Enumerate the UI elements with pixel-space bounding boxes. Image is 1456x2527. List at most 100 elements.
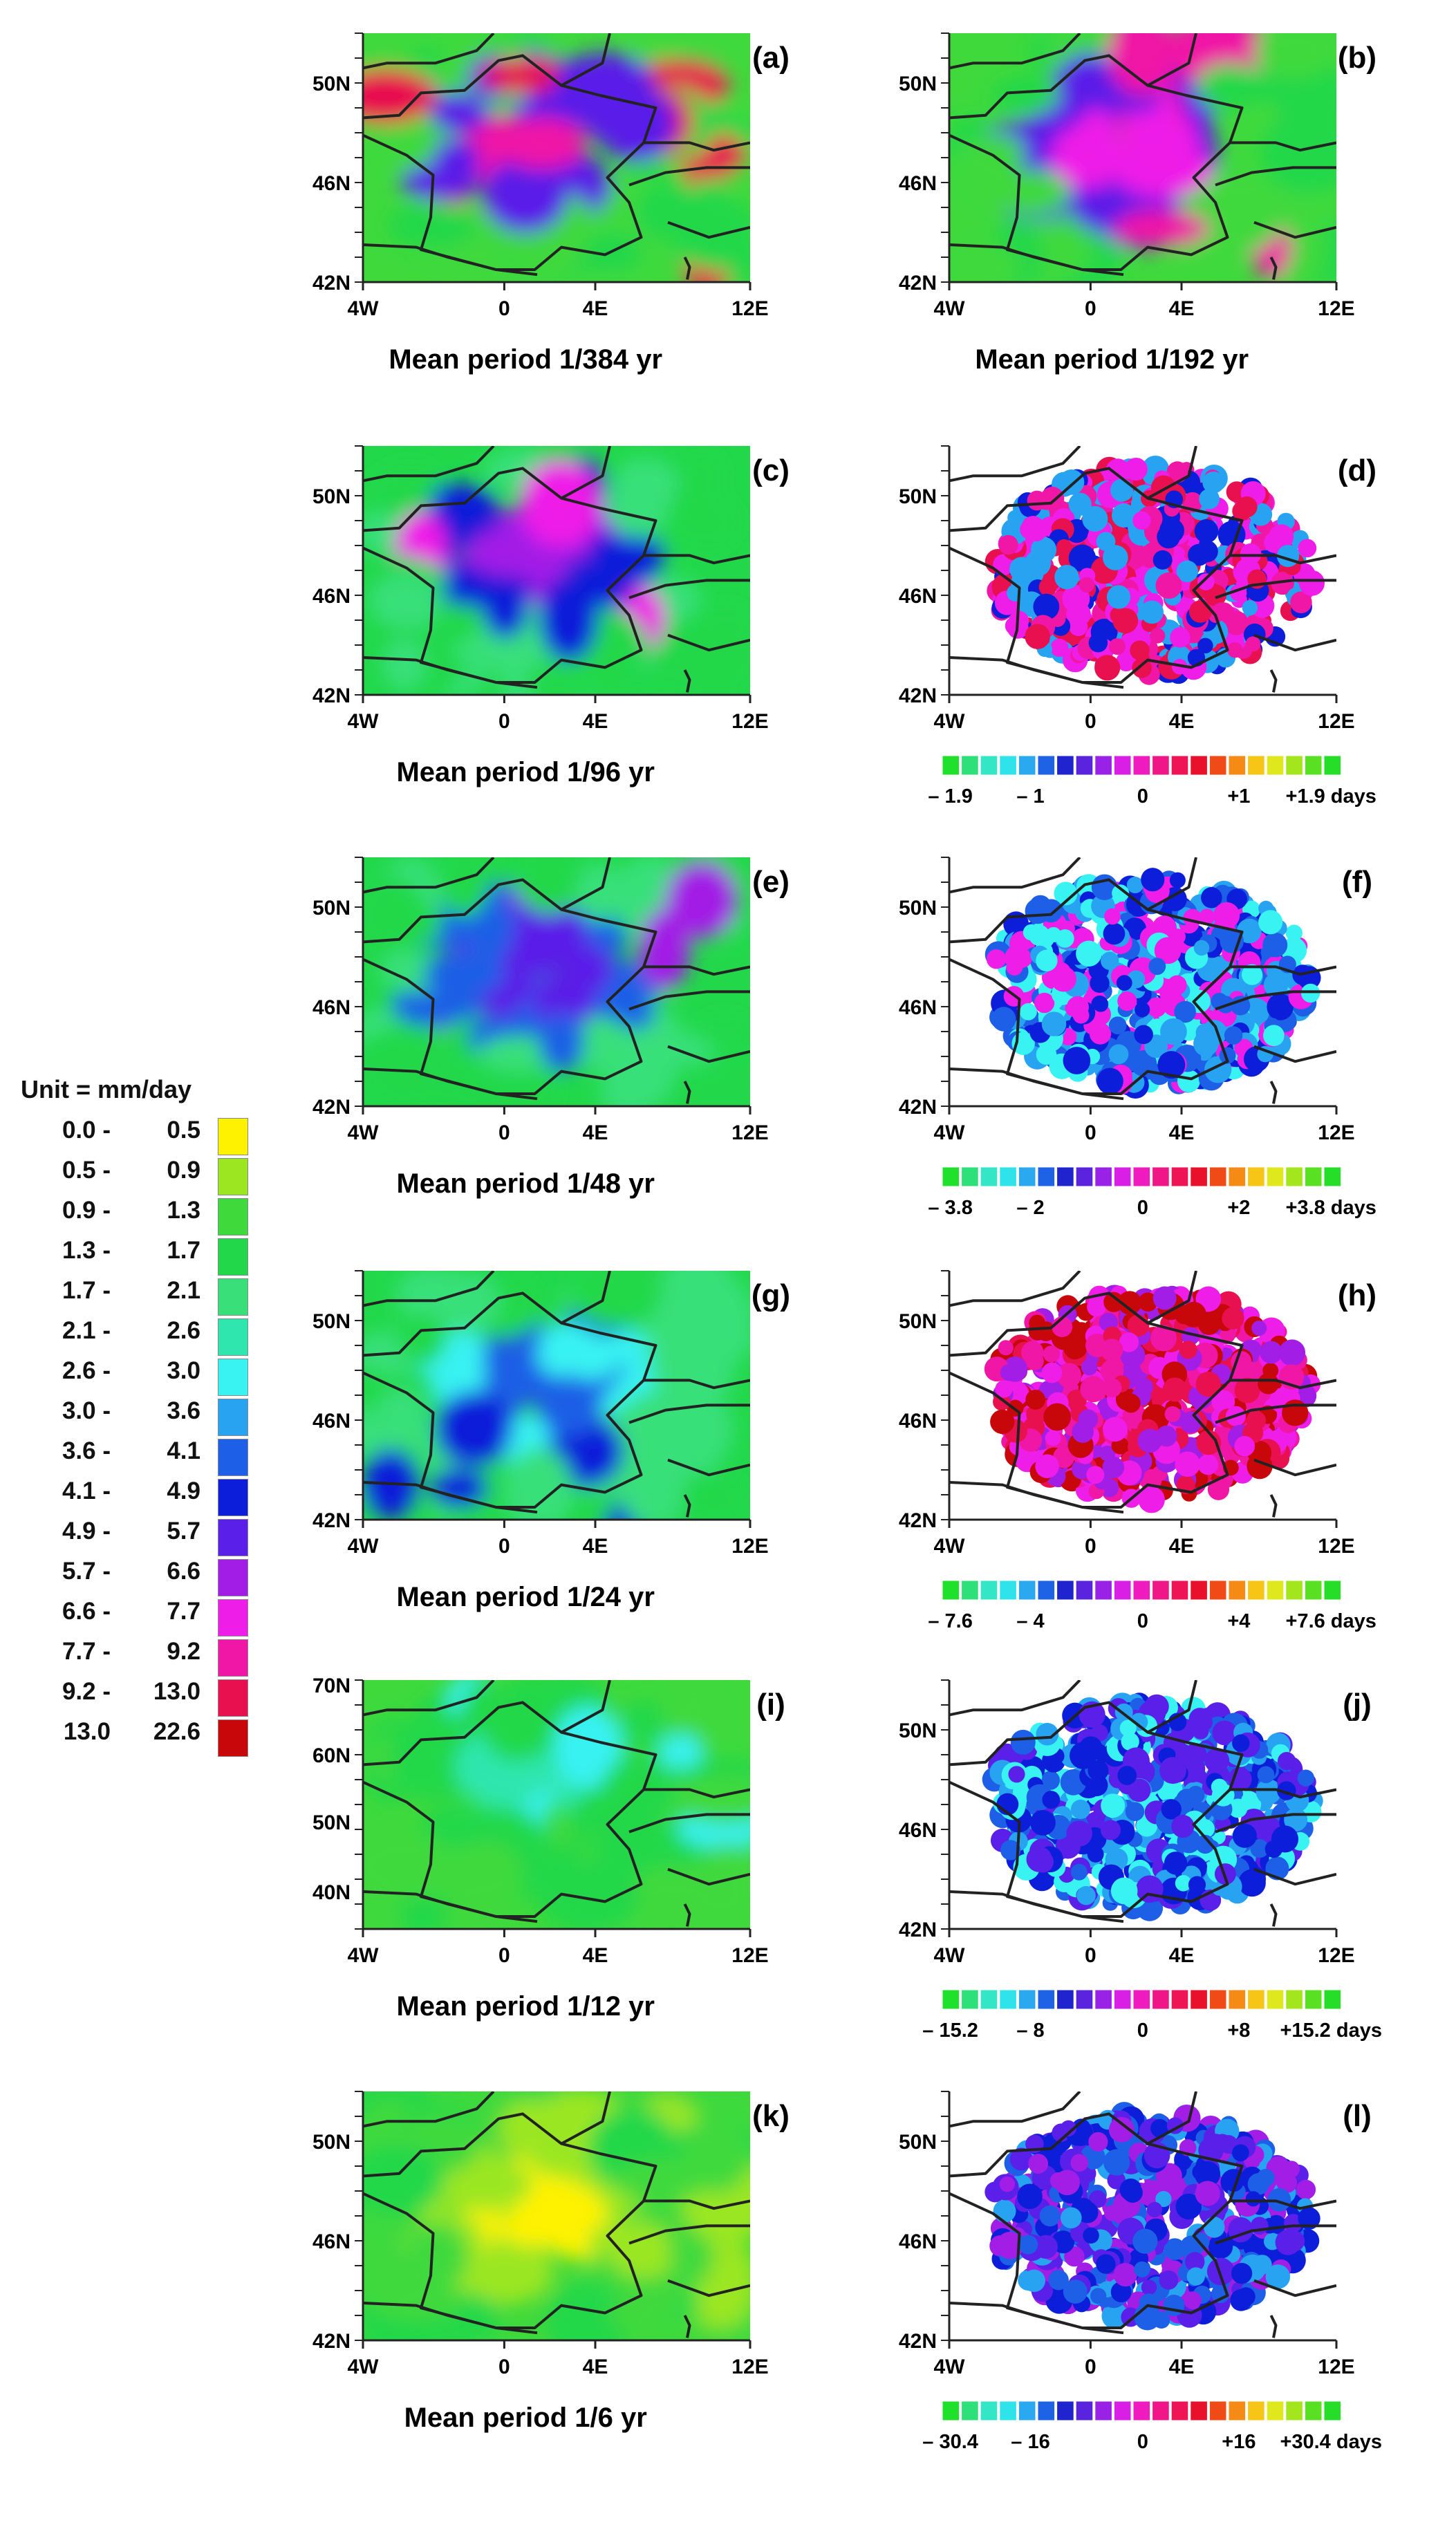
precip-blob [363, 68, 436, 124]
scale-swatch [1285, 1989, 1303, 2010]
y-tick-label: 50N [899, 73, 937, 95]
precip-blob [677, 449, 725, 496]
corsica [1269, 2315, 1278, 2338]
legend-swatch [218, 1359, 248, 1396]
phase-dot [1083, 2227, 1099, 2244]
precipitation-legend: Unit = mm/day 0.0 - 0.5 0.5 - 0.9 0.9 - 1.3 1.… [21, 1075, 256, 1758]
swiss-border [644, 554, 750, 565]
scale-swatch [1190, 1989, 1208, 2010]
england-coast [949, 1271, 1081, 1307]
precip-blob [536, 1332, 623, 1382]
scale-swatch [1247, 1989, 1265, 2010]
legend-range-high: 3.0 [167, 1357, 200, 1384]
x-tick-label: 0 [1085, 1944, 1096, 1967]
england-coast [949, 33, 1081, 70]
legend-range-low: 13.0 [63, 1718, 111, 1745]
precip-blob [369, 573, 442, 628]
precip-blob [1113, 210, 1209, 247]
phase-dot [1290, 591, 1312, 614]
legend-range-high: 9.2 [167, 1638, 200, 1665]
scale-label: +30.4 days [1280, 2431, 1382, 2453]
x-tick-label: 4W [348, 1535, 380, 1558]
precip-blob [388, 201, 477, 249]
italy-border [628, 990, 750, 1011]
scale-swatch [1075, 2400, 1094, 2421]
phase-dot [1297, 1769, 1315, 1787]
benelux-border [561, 2091, 611, 2145]
x-tick-label: 0 [498, 1535, 510, 1558]
precip-blob [494, 898, 587, 975]
phase-dot [1199, 908, 1215, 925]
phase-dot [1116, 651, 1137, 671]
phase-dot [1040, 1771, 1061, 1790]
precip-blob [395, 1271, 469, 1321]
phase-dot [1130, 640, 1150, 660]
phase-dot [1035, 1454, 1059, 1478]
phase-dot [1054, 2170, 1081, 2196]
phase-dot [1124, 457, 1148, 481]
map-area [363, 857, 750, 1106]
phase-dot [1188, 1876, 1206, 1894]
swiss-border [1230, 2199, 1336, 2210]
phase-dot [1265, 2264, 1291, 2289]
scale-swatch [1037, 1580, 1056, 1601]
scale-swatch [1228, 1580, 1247, 1601]
y-tick-label: 46N [899, 996, 937, 1019]
italy-border [1215, 166, 1336, 187]
legend-range-low: 2.1 - [62, 1317, 111, 1344]
phase-dot [1045, 1430, 1061, 1446]
y-tick-label: 70N [312, 1675, 351, 1697]
corsica [1269, 257, 1278, 280]
phase-dot [1135, 1378, 1154, 1397]
precip-blob [431, 138, 480, 180]
phase-dot [1146, 2201, 1163, 2218]
italy-border [1215, 579, 1336, 599]
scale-swatch [1094, 1989, 1112, 2010]
precip-blob [577, 863, 624, 923]
legend-swatch [218, 1719, 248, 1757]
phase-dot [1039, 899, 1063, 923]
phase-dot [1009, 610, 1029, 631]
phase-dot [1110, 1877, 1138, 1905]
phase-dot [1166, 461, 1188, 483]
scale-swatch [1132, 755, 1151, 776]
phase-dot [1117, 1766, 1137, 1785]
italy-coast [1253, 633, 1336, 652]
france-border [949, 1292, 1244, 1509]
spain-border [363, 1067, 538, 1101]
y-tick-label: 42N [899, 1919, 937, 1941]
precip-blob [969, 246, 1023, 282]
phase-dot [1169, 929, 1186, 945]
phase-dot [1152, 1286, 1177, 1310]
phase-dot [1033, 593, 1060, 620]
phase-dot [1036, 1722, 1059, 1746]
legend-row: 5.7 - 6.6 [21, 1558, 256, 1598]
map-panel-i: 4W 0 4E 12E 40N 50N 60N 70N (i) Mean period 1/12 … [312, 1675, 785, 2022]
phase-dot [1096, 1067, 1123, 1094]
precip-blob [614, 2158, 708, 2203]
phase-dot [1204, 584, 1226, 606]
spain-border [949, 1481, 1124, 1514]
phase-dot [1162, 1377, 1187, 1402]
phase-dot [1175, 1746, 1195, 1766]
map-area [363, 2091, 750, 2340]
scale-swatch [1037, 755, 1056, 776]
phase-dot [1110, 2282, 1132, 2303]
legend-row: 0.0 - 0.5 [21, 1117, 256, 1157]
precip-blob [657, 2217, 714, 2290]
phase-dot [1102, 1417, 1128, 1442]
phase-dot [1298, 539, 1317, 558]
scale-swatch [942, 755, 960, 776]
y-tick-label: 60N [312, 1744, 351, 1767]
scale-swatch [1152, 2400, 1170, 2421]
legend-row: 4.1 - 4.9 [21, 1477, 256, 1518]
swiss-border [644, 1788, 750, 1799]
precip-blob [539, 1861, 639, 1929]
precip-blob [520, 460, 600, 548]
phase-dot [1000, 1364, 1017, 1381]
scale-swatch [1170, 1166, 1189, 1187]
scale-swatch [1190, 755, 1208, 776]
france-border [363, 467, 657, 684]
x-tick-label: 0 [1085, 1535, 1096, 1558]
phase-dot [1144, 1430, 1164, 1450]
